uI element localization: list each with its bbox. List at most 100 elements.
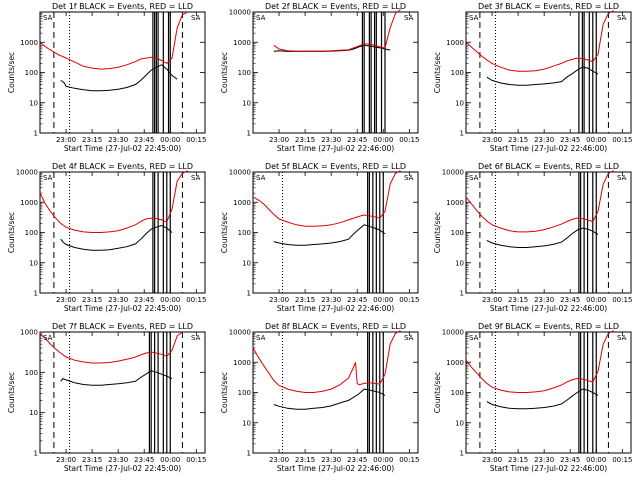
y-axis-label: Counts/sec [7,212,16,253]
x-tick-label: 23:00 [482,456,502,464]
y-axis-label: Counts/sec [7,52,16,93]
x-tick-label: 23:15 [508,296,528,304]
x-tick-label: 23:15 [295,136,315,144]
corner-label-left: SA [43,14,53,22]
x-tick-label: 23:45 [347,136,367,144]
x-tick-label: 00:00 [160,456,180,464]
y-tick-label: 1000 [233,359,251,367]
y-tick-label: 10000 [442,169,464,177]
x-axis-label: Start Time (27-Jul-02 22:46:00) [490,464,607,473]
x-tick-label: 00:00 [160,296,180,304]
y-tick-label: 100 [451,69,464,77]
corner-label-left: SA [43,334,53,342]
plot-frame [39,11,206,134]
y-tick-label: 100 [25,229,38,237]
corner-label-left: SA [469,174,479,182]
y-tick-label: 1 [34,290,38,298]
x-tick-label: 23:00 [482,136,502,144]
lld-series-line [465,10,614,72]
x-tick-label: 00:15 [399,456,419,464]
y-tick-label: 100 [238,389,251,397]
x-tick-label: 23:00 [56,296,76,304]
y-tick-label: 10000 [229,169,251,177]
x-axis-label: Start Time (27-Jul-02 22:46:00) [490,144,607,153]
chart-title: Det 7f BLACK = Events, RED = LLD [52,322,193,331]
x-tick-label: 23:00 [269,456,289,464]
lld-series-line [39,170,188,233]
y-tick-label: 1000 [446,359,464,367]
corner-label-left: SA [43,174,53,182]
x-tick-label: 23:30 [534,296,554,304]
lld-series-line [465,170,614,233]
x-axis-label: Start Time (27-Jul-02 22:45:00) [64,464,181,473]
chart-title: Det 6f BLACK = Events, RED = LLD [478,162,619,171]
y-tick-label: 1 [34,450,38,458]
chart-panel-5: Det 5f BLACK = Events, RED = LLD 1 10 100 10… [220,162,419,313]
y-tick-label: 1000 [446,199,464,207]
y-tick-label: 1 [460,290,464,298]
x-tick-label: 23:45 [134,136,154,144]
chart-panel-1: Det 1f BLACK = Events, RED = LLD 1 10 100 10… [7,2,206,153]
y-tick-label: 100 [25,69,38,77]
corner-label-left: SA [469,334,479,342]
x-tick-label: 23:00 [56,136,76,144]
y-tick-label: 10 [29,409,38,417]
chart-title: Det 5f BLACK = Events, RED = LLD [265,162,406,171]
x-tick-label: 00:00 [373,136,393,144]
corner-label-right: SA [404,174,414,182]
y-tick-label: 10000 [442,329,464,337]
x-tick-label: 23:45 [560,456,580,464]
x-axis-label: Start Time (27-Jul-02 22:45:00) [64,144,181,153]
chart-panel-8: Det 8f BLACK = Events, RED = LLD 1 10 100 10… [220,322,419,473]
y-tick-label: 1 [247,450,251,458]
x-tick-label: 23:00 [269,296,289,304]
x-tick-label: 00:00 [373,296,393,304]
x-tick-label: 23:45 [347,296,367,304]
x-tick-label: 23:30 [321,456,341,464]
y-tick-label: 100 [25,369,38,377]
corner-label-left: SA [256,14,266,22]
events-series-line [486,388,599,410]
x-tick-label: 23:15 [82,456,102,464]
x-tick-label: 23:15 [508,456,528,464]
y-tick-label: 1000 [233,199,251,207]
chart-title: Det 2f BLACK = Events, RED = LLD [265,2,406,11]
x-tick-label: 23:30 [321,136,341,144]
corner-label-left: SA [256,174,266,182]
x-tick-label: 23:30 [534,136,554,144]
plot-frame [465,11,632,134]
events-series-line [60,224,173,251]
plot-frame [465,171,632,294]
y-axis-label: Counts/sec [433,212,442,253]
y-tick-label: 1 [247,130,251,138]
events-series-line [273,388,386,410]
x-tick-label: 00:15 [399,136,419,144]
y-axis-label: Counts/sec [433,372,442,413]
lld-series-line [465,330,614,393]
x-axis-label: Start Time (27-Jul-02 22:46:00) [490,304,607,313]
x-tick-label: 00:00 [586,456,606,464]
x-tick-label: 23:45 [560,136,580,144]
y-tick-label: 1 [247,290,251,298]
y-tick-label: 10 [29,99,38,107]
x-tick-label: 23:30 [108,136,128,144]
y-tick-label: 1000 [20,199,38,207]
y-tick-label: 1 [460,130,464,138]
x-tick-label: 23:00 [56,456,76,464]
x-tick-label: 23:30 [321,296,341,304]
x-tick-label: 23:45 [560,296,580,304]
y-axis-label: Counts/sec [220,212,229,253]
corner-label-right: SA [617,14,627,22]
y-tick-label: 10000 [229,9,251,17]
corner-label-left: SA [256,334,266,342]
x-tick-label: 00:15 [612,136,632,144]
lld-series-line [39,331,183,364]
corner-label-right: SA [191,14,201,22]
chart-panel-6: Det 6f BLACK = Events, RED = LLD 1 10 100 10… [433,162,632,313]
chart-panel-9: Det 9f BLACK = Events, RED = LLD 1 10 100 10… [433,322,632,473]
plot-frame [252,171,419,294]
corner-label-right: SA [617,334,627,342]
x-tick-label: 23:30 [108,296,128,304]
chart-panel-4: Det 4f BLACK = Events, RED = LLD 1 10 100 10… [7,162,206,313]
lld-series-line [252,170,401,227]
